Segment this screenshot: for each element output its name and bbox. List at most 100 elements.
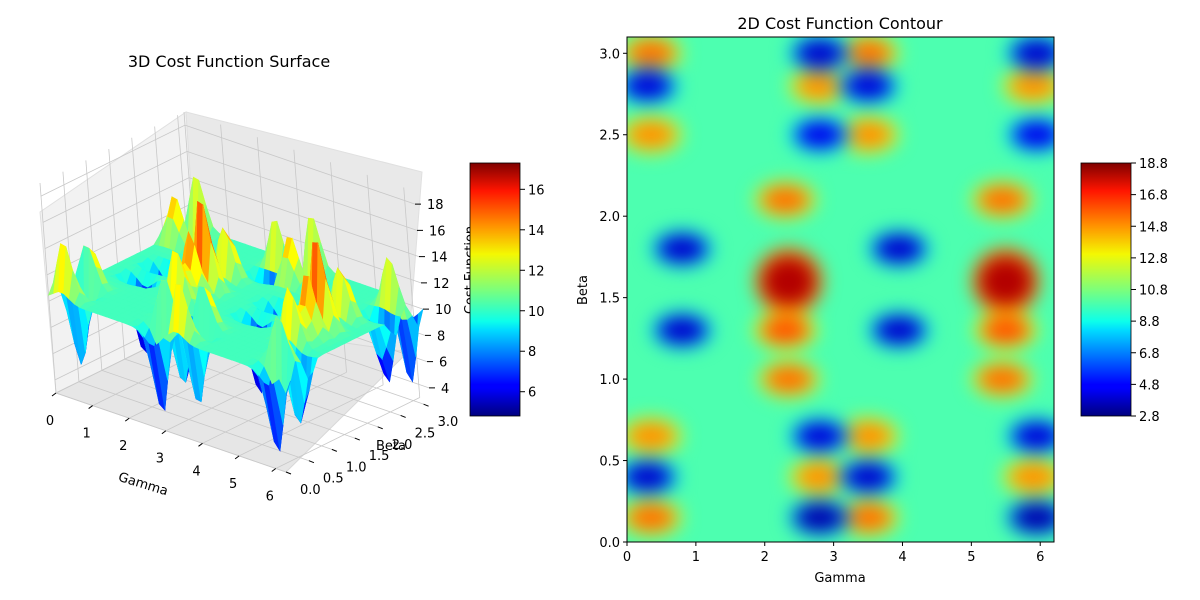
beta-tick-3d: 1.0 [346, 460, 367, 475]
beta-tick-2d: 0.5 [599, 455, 620, 470]
beta-tick-3d: 3.0 [438, 415, 459, 430]
contour-blob [795, 503, 844, 532]
contour-blob [627, 120, 676, 149]
contour-blob [844, 462, 893, 491]
gamma-axis-label-2d: Gamma [814, 571, 865, 586]
colorbar-tick: 14.8 [1139, 220, 1168, 235]
contour-blob [761, 316, 810, 345]
contour-blob [627, 39, 676, 68]
cost-tick-3d: 18 [427, 198, 444, 213]
gamma-tick-3d: 0 [46, 414, 54, 429]
contour-blob [1012, 503, 1054, 532]
beta-axis-label-3d: Beta [376, 439, 406, 454]
surface-title: 3D Cost Function Surface [128, 52, 330, 71]
contour-blob [658, 234, 707, 263]
gamma-tick-2d: 1 [692, 550, 700, 565]
gamma-tick-2d: 6 [1036, 550, 1044, 565]
beta-tick-2d: 0.0 [599, 536, 620, 551]
colorbar-surface [469, 162, 521, 417]
cost-tick-3d: 4 [441, 382, 449, 397]
contour-blob [627, 71, 672, 100]
contour-axes-frame [626, 36, 1055, 543]
contour-blob [844, 39, 893, 68]
colorbar-tick: 6.8 [1139, 347, 1160, 362]
beta-tick-2d: 2.0 [599, 210, 620, 225]
colorbar-tick: 10 [528, 305, 545, 320]
cost-tick-3d: 12 [433, 277, 450, 292]
contour-blob [627, 462, 672, 491]
contour-blob [627, 503, 676, 532]
gamma-tick-2d: 3 [829, 550, 837, 565]
contour-blob [627, 422, 676, 451]
colorbar-surface-ticks: 6 8 10 12 14 16 [520, 183, 545, 401]
colorbar-tick: 16.8 [1139, 189, 1168, 204]
colorbar-tick: 12.8 [1139, 252, 1168, 267]
contour-blob [764, 365, 813, 394]
contour-blob [875, 234, 924, 263]
colorbar-contour-ticks: 2.8 4.8 6.8 8.8 10.8 12.8 14.8 16.8 18.8 [1131, 157, 1168, 425]
colorbar-tick: 16 [528, 183, 545, 198]
contour-blob [979, 257, 1032, 306]
beta-tick-3d: 0.5 [323, 472, 344, 487]
beta-tick-2d: 2.5 [599, 129, 620, 144]
contour-blob [978, 185, 1027, 214]
beta-axis-label-2d: Beta [576, 275, 591, 305]
contour-blob [795, 422, 844, 451]
contour-blob [658, 316, 707, 345]
contour-blob [795, 39, 844, 68]
beta-tick-3d: 2.0 [392, 438, 413, 453]
contour-blob [1012, 120, 1054, 149]
cost-tick-3d: 14 [431, 251, 448, 266]
colorbar-tick: 12 [528, 264, 545, 279]
gamma-tick-2d: 2 [761, 550, 769, 565]
gamma-tick-3d: 5 [229, 477, 237, 492]
colorbar-tick: 14 [528, 224, 545, 239]
contour-blob [844, 422, 893, 451]
contour-blob [844, 503, 893, 532]
gamma-axis-label-3d: Gamma [116, 470, 169, 499]
contour-blob [1012, 422, 1054, 451]
colorbar-tick: 4.8 [1139, 378, 1160, 393]
surface-mesh [47, 176, 424, 452]
beta-tick-3d: 0.0 [300, 483, 321, 498]
cost-tick-3d: 8 [437, 329, 445, 344]
cost-tick-3d: 16 [429, 224, 446, 239]
contour-blob [795, 120, 844, 149]
contour-title: 2D Cost Function Contour [737, 14, 943, 33]
gamma-ticks-2d: 0 1 2 3 4 5 6 [623, 542, 1044, 565]
contour-blob [981, 316, 1030, 345]
cost-ticks-3d: 4 6 8 10 12 14 16 18 [415, 198, 452, 397]
beta-ticks-3d: 0.00.51.01.52.02.53.0 [285, 403, 459, 498]
contour-blob [844, 120, 893, 149]
colorbar-tick: 18.8 [1139, 157, 1168, 172]
gamma-tick-2d: 5 [967, 550, 975, 565]
contour-blob [1012, 39, 1054, 68]
gamma-tick-3d: 2 [119, 439, 127, 454]
surface-quad [273, 379, 287, 425]
beta-tick-2d: 3.0 [599, 47, 620, 62]
colorbar-tick: 10.8 [1139, 284, 1168, 299]
beta-tick-3d: 1.5 [369, 449, 390, 464]
gamma-tick-3d: 6 [266, 489, 274, 504]
gamma-tick-2d: 0 [623, 550, 631, 565]
colorbar-tick: 8 [528, 345, 536, 360]
contour-blob [1009, 462, 1054, 491]
colorbar-tick: 2.8 [1139, 410, 1160, 425]
contour-blob [795, 462, 844, 491]
contour-blob [761, 185, 810, 214]
colorbar-tick: 8.8 [1139, 315, 1160, 330]
contour-blob [795, 71, 844, 100]
contour-blob [978, 365, 1027, 394]
gamma-tick-2d: 4 [898, 550, 906, 565]
cost-tick-3d: 6 [439, 356, 447, 371]
cost-tick-3d: 10 [435, 303, 452, 318]
beta-tick-3d: 2.5 [415, 426, 436, 441]
gamma-tick-3d: 3 [156, 452, 164, 467]
beta-tick-2d: 1.0 [599, 373, 620, 388]
beta-tick-2d: 1.5 [599, 292, 620, 307]
contour-blob [762, 257, 815, 306]
beta-ticks-2d: 0.0 0.5 1.0 1.5 2.0 2.5 3.0 [599, 47, 627, 551]
gamma-ticks-3d: 0 1 2 3 4 5 6 [46, 392, 277, 504]
contour-blob [875, 316, 924, 345]
